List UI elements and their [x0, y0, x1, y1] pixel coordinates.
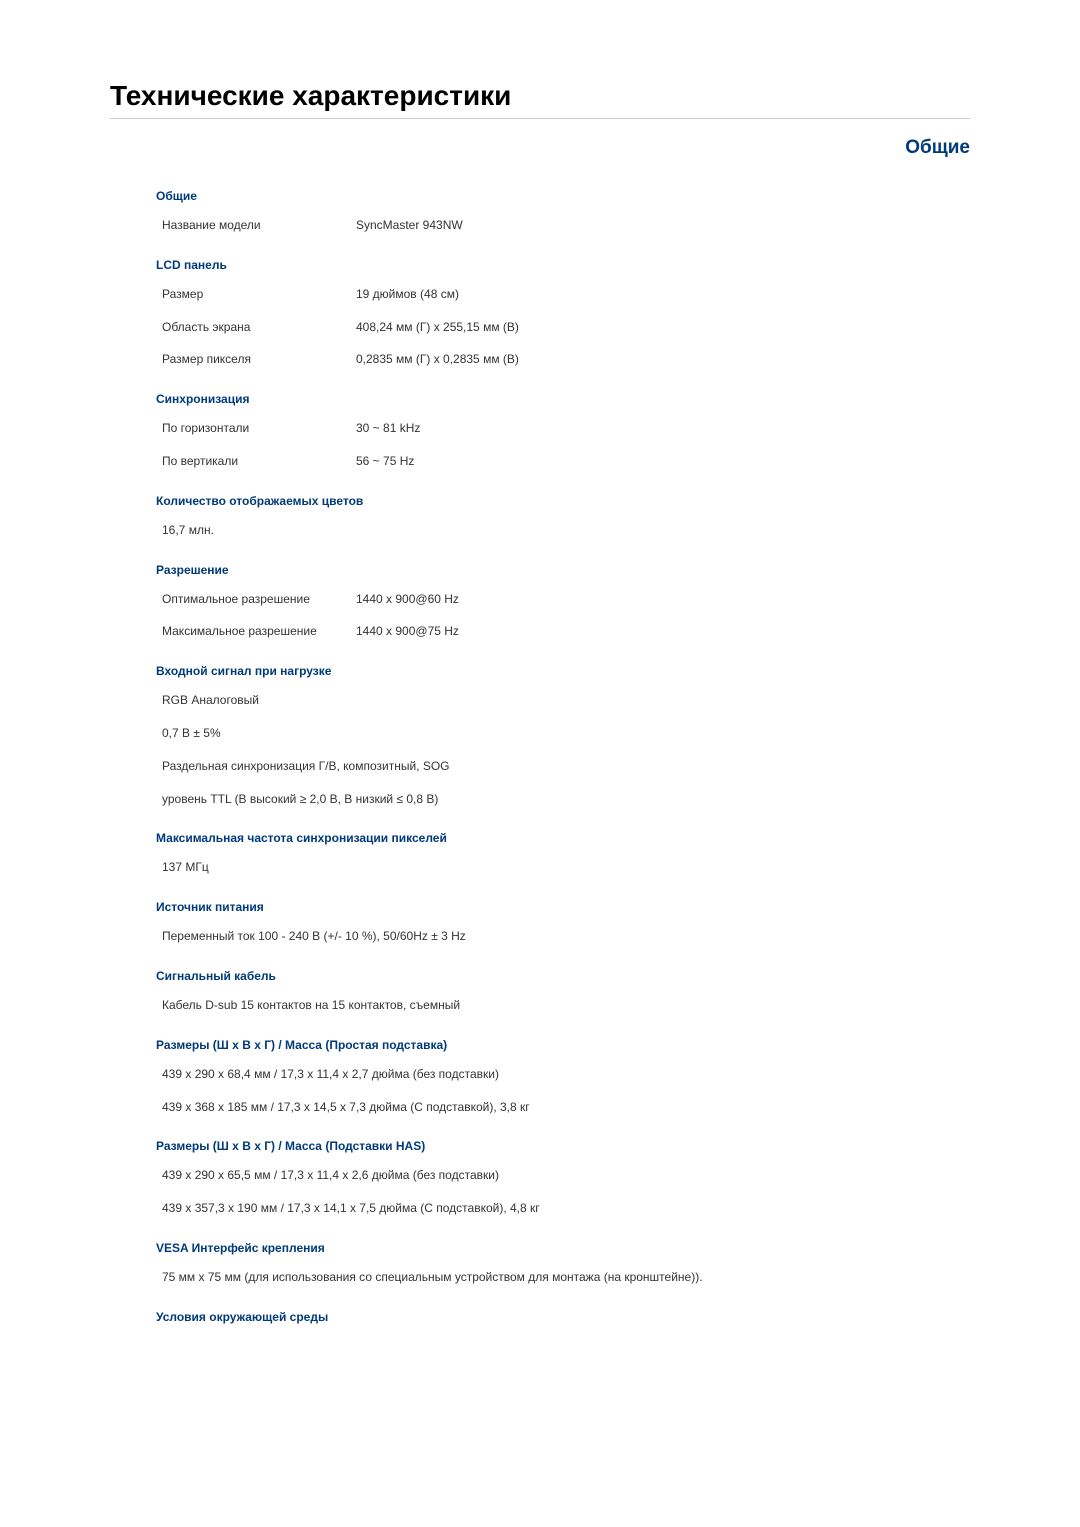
section-title: Общие [110, 137, 970, 159]
spec-heading: Общие [156, 189, 970, 203]
spec-single-value: 137 МГц [156, 859, 970, 876]
spec-label: По горизонтали [156, 420, 346, 437]
spec-row: Размер19 дюймов (48 см) [156, 286, 970, 303]
spec-value: SyncMaster 943NW [346, 217, 970, 234]
spec-single-value: Кабель D-sub 15 контактов на 15 контакто… [156, 997, 970, 1014]
spec-value: 30 ~ 81 kHz [346, 420, 970, 437]
spec-single-value: 0,7 В ± 5% [156, 725, 970, 742]
spec-single-value: 75 мм x 75 мм (для использования со спец… [156, 1269, 970, 1286]
spec-value: 1440 x 900@60 Hz [346, 591, 970, 608]
spec-value: 19 дюймов (48 см) [346, 286, 970, 303]
spec-single-value: RGB Аналоговый [156, 692, 970, 709]
spec-heading: Количество отображаемых цветов [156, 494, 970, 508]
spec-heading: Размеры (Ш x В x Г) / Масса (Простая под… [156, 1038, 970, 1052]
spec-label: Максимальное разрешение [156, 623, 346, 640]
spec-label: Оптимальное разрешение [156, 591, 346, 608]
spec-label: Размер пикселя [156, 351, 346, 368]
spec-single-value: Раздельная синхронизация Г/В, композитны… [156, 758, 970, 775]
spec-single-value: 439 x 357,3 x 190 мм / 17,3 x 14,1 x 7,5… [156, 1200, 970, 1217]
spec-row: По вертикали56 ~ 75 Hz [156, 453, 970, 470]
spec-row: Размер пикселя0,2835 мм (Г) x 0,2835 мм … [156, 351, 970, 368]
spec-single-value: 439 x 368 x 185 мм / 17,3 x 14,5 x 7,3 д… [156, 1099, 970, 1116]
spec-single-value: Переменный ток 100 - 240 В (+/- 10 %), 5… [156, 928, 970, 945]
spec-row: По горизонтали30 ~ 81 kHz [156, 420, 970, 437]
spec-label: По вертикали [156, 453, 346, 470]
spec-row: Максимальное разрешение1440 x 900@75 Hz [156, 623, 970, 640]
spec-single-value: уровень TTL (В высокий ≥ 2,0 В, В низкий… [156, 791, 970, 808]
spec-value: 56 ~ 75 Hz [346, 453, 970, 470]
spec-label: Размер [156, 286, 346, 303]
spec-heading: Разрешение [156, 563, 970, 577]
spec-row: Оптимальное разрешение1440 x 900@60 Hz [156, 591, 970, 608]
spec-value: 408,24 мм (Г) x 255,15 мм (В) [346, 319, 970, 336]
spec-value: 0,2835 мм (Г) x 0,2835 мм (В) [346, 351, 970, 368]
spec-heading: VESA Интерфейс крепления [156, 1241, 970, 1255]
spec-single-value: 16,7 млн. [156, 522, 970, 539]
spec-heading: Сигнальный кабель [156, 969, 970, 983]
spec-row: Название моделиSyncMaster 943NW [156, 217, 970, 234]
page-container: Технические характеристики Общие Общие На… [0, 0, 1080, 1378]
spec-label: Название модели [156, 217, 346, 234]
spec-heading: LCD панель [156, 258, 970, 272]
spec-heading: Условия окружающей среды [156, 1310, 970, 1324]
main-title: Технические характеристики [110, 80, 970, 119]
spec-row: Область экрана408,24 мм (Г) x 255,15 мм … [156, 319, 970, 336]
spec-label: Область экрана [156, 319, 346, 336]
spec-heading: Синхронизация [156, 392, 970, 406]
spec-content: Общие Название моделиSyncMaster 943NW LCD … [110, 189, 970, 1324]
spec-heading: Входной сигнал при нагрузке [156, 664, 970, 678]
spec-heading: Источник питания [156, 900, 970, 914]
spec-heading: Максимальная частота синхронизации пиксе… [156, 831, 970, 845]
spec-single-value: 439 x 290 x 68,4 мм / 17,3 x 11,4 x 2,7 … [156, 1066, 970, 1083]
spec-heading: Размеры (Ш x В x Г) / Масса (Подставки H… [156, 1139, 970, 1153]
spec-value: 1440 x 900@75 Hz [346, 623, 970, 640]
spec-single-value: 439 x 290 x 65,5 мм / 17,3 x 11,4 x 2,6 … [156, 1167, 970, 1184]
